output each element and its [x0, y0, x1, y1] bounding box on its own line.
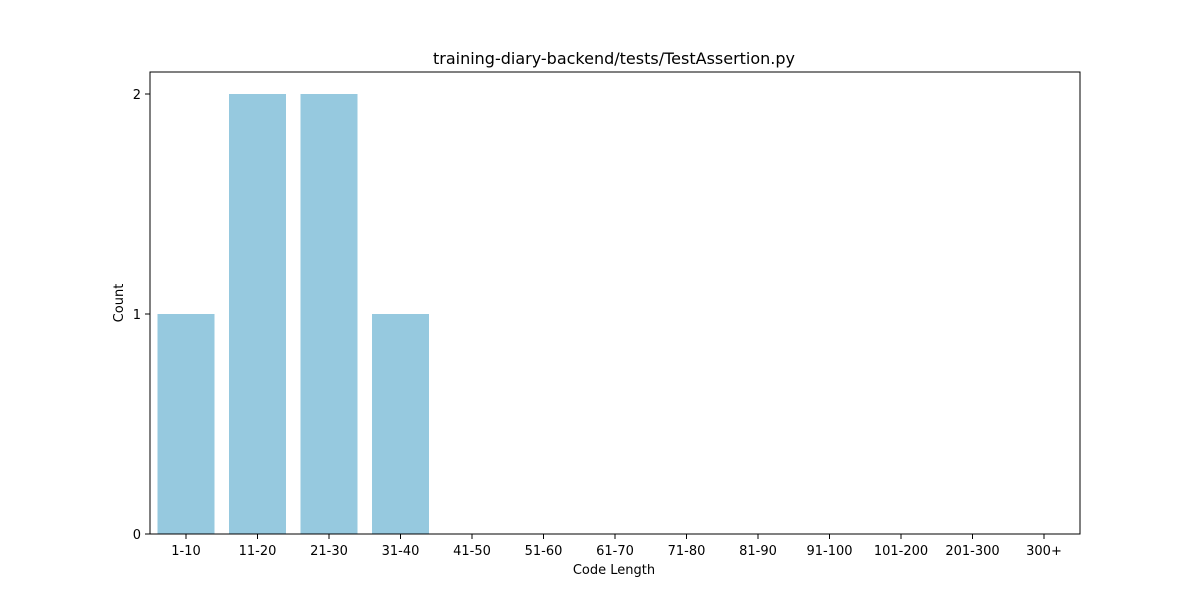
- x-tick-label-71-80: 71-80: [668, 544, 706, 559]
- bar-31-40: [372, 314, 429, 534]
- x-tick-label-101-200: 101-200: [874, 544, 928, 559]
- bar-1-10: [157, 314, 215, 534]
- x-tick-label-21-30: 21-30: [310, 544, 348, 559]
- bar-21-30: [300, 94, 358, 534]
- x-tick-label-41-50: 41-50: [453, 544, 491, 559]
- x-tick-label-81-90: 81-90: [739, 544, 777, 559]
- x-axis: 1-10 11-20 21-30 31-40 41-50 51-60 61-70 71-80 8…: [171, 534, 1062, 559]
- x-tick-label-300+: 300+: [1026, 544, 1062, 559]
- x-tick-label-61-70: 61-70: [596, 544, 634, 559]
- chart-title: training-diary-backend/tests/TestAsserti…: [433, 49, 795, 68]
- x-tick-label-1-10: 1-10: [171, 544, 201, 559]
- x-tick-label-201-300: 201-300: [945, 544, 999, 559]
- y-axis: 0 1 2: [133, 88, 150, 543]
- y-tick-label-0: 0: [133, 528, 141, 543]
- x-tick-label-31-40: 31-40: [382, 544, 420, 559]
- y-tick-label-2: 2: [133, 88, 141, 103]
- x-tick-label-91-100: 91-100: [806, 544, 852, 559]
- x-axis-label: Code Length: [573, 563, 655, 578]
- x-tick-label-11-20: 11-20: [239, 544, 277, 559]
- bars-group: [157, 94, 429, 534]
- x-tick-label-51-60: 51-60: [525, 544, 563, 559]
- y-axis-label: Count: [112, 284, 127, 323]
- plot-frame: [149, 71, 1081, 535]
- bar-11-20: [229, 94, 286, 534]
- y-tick-label-1: 1: [133, 308, 141, 323]
